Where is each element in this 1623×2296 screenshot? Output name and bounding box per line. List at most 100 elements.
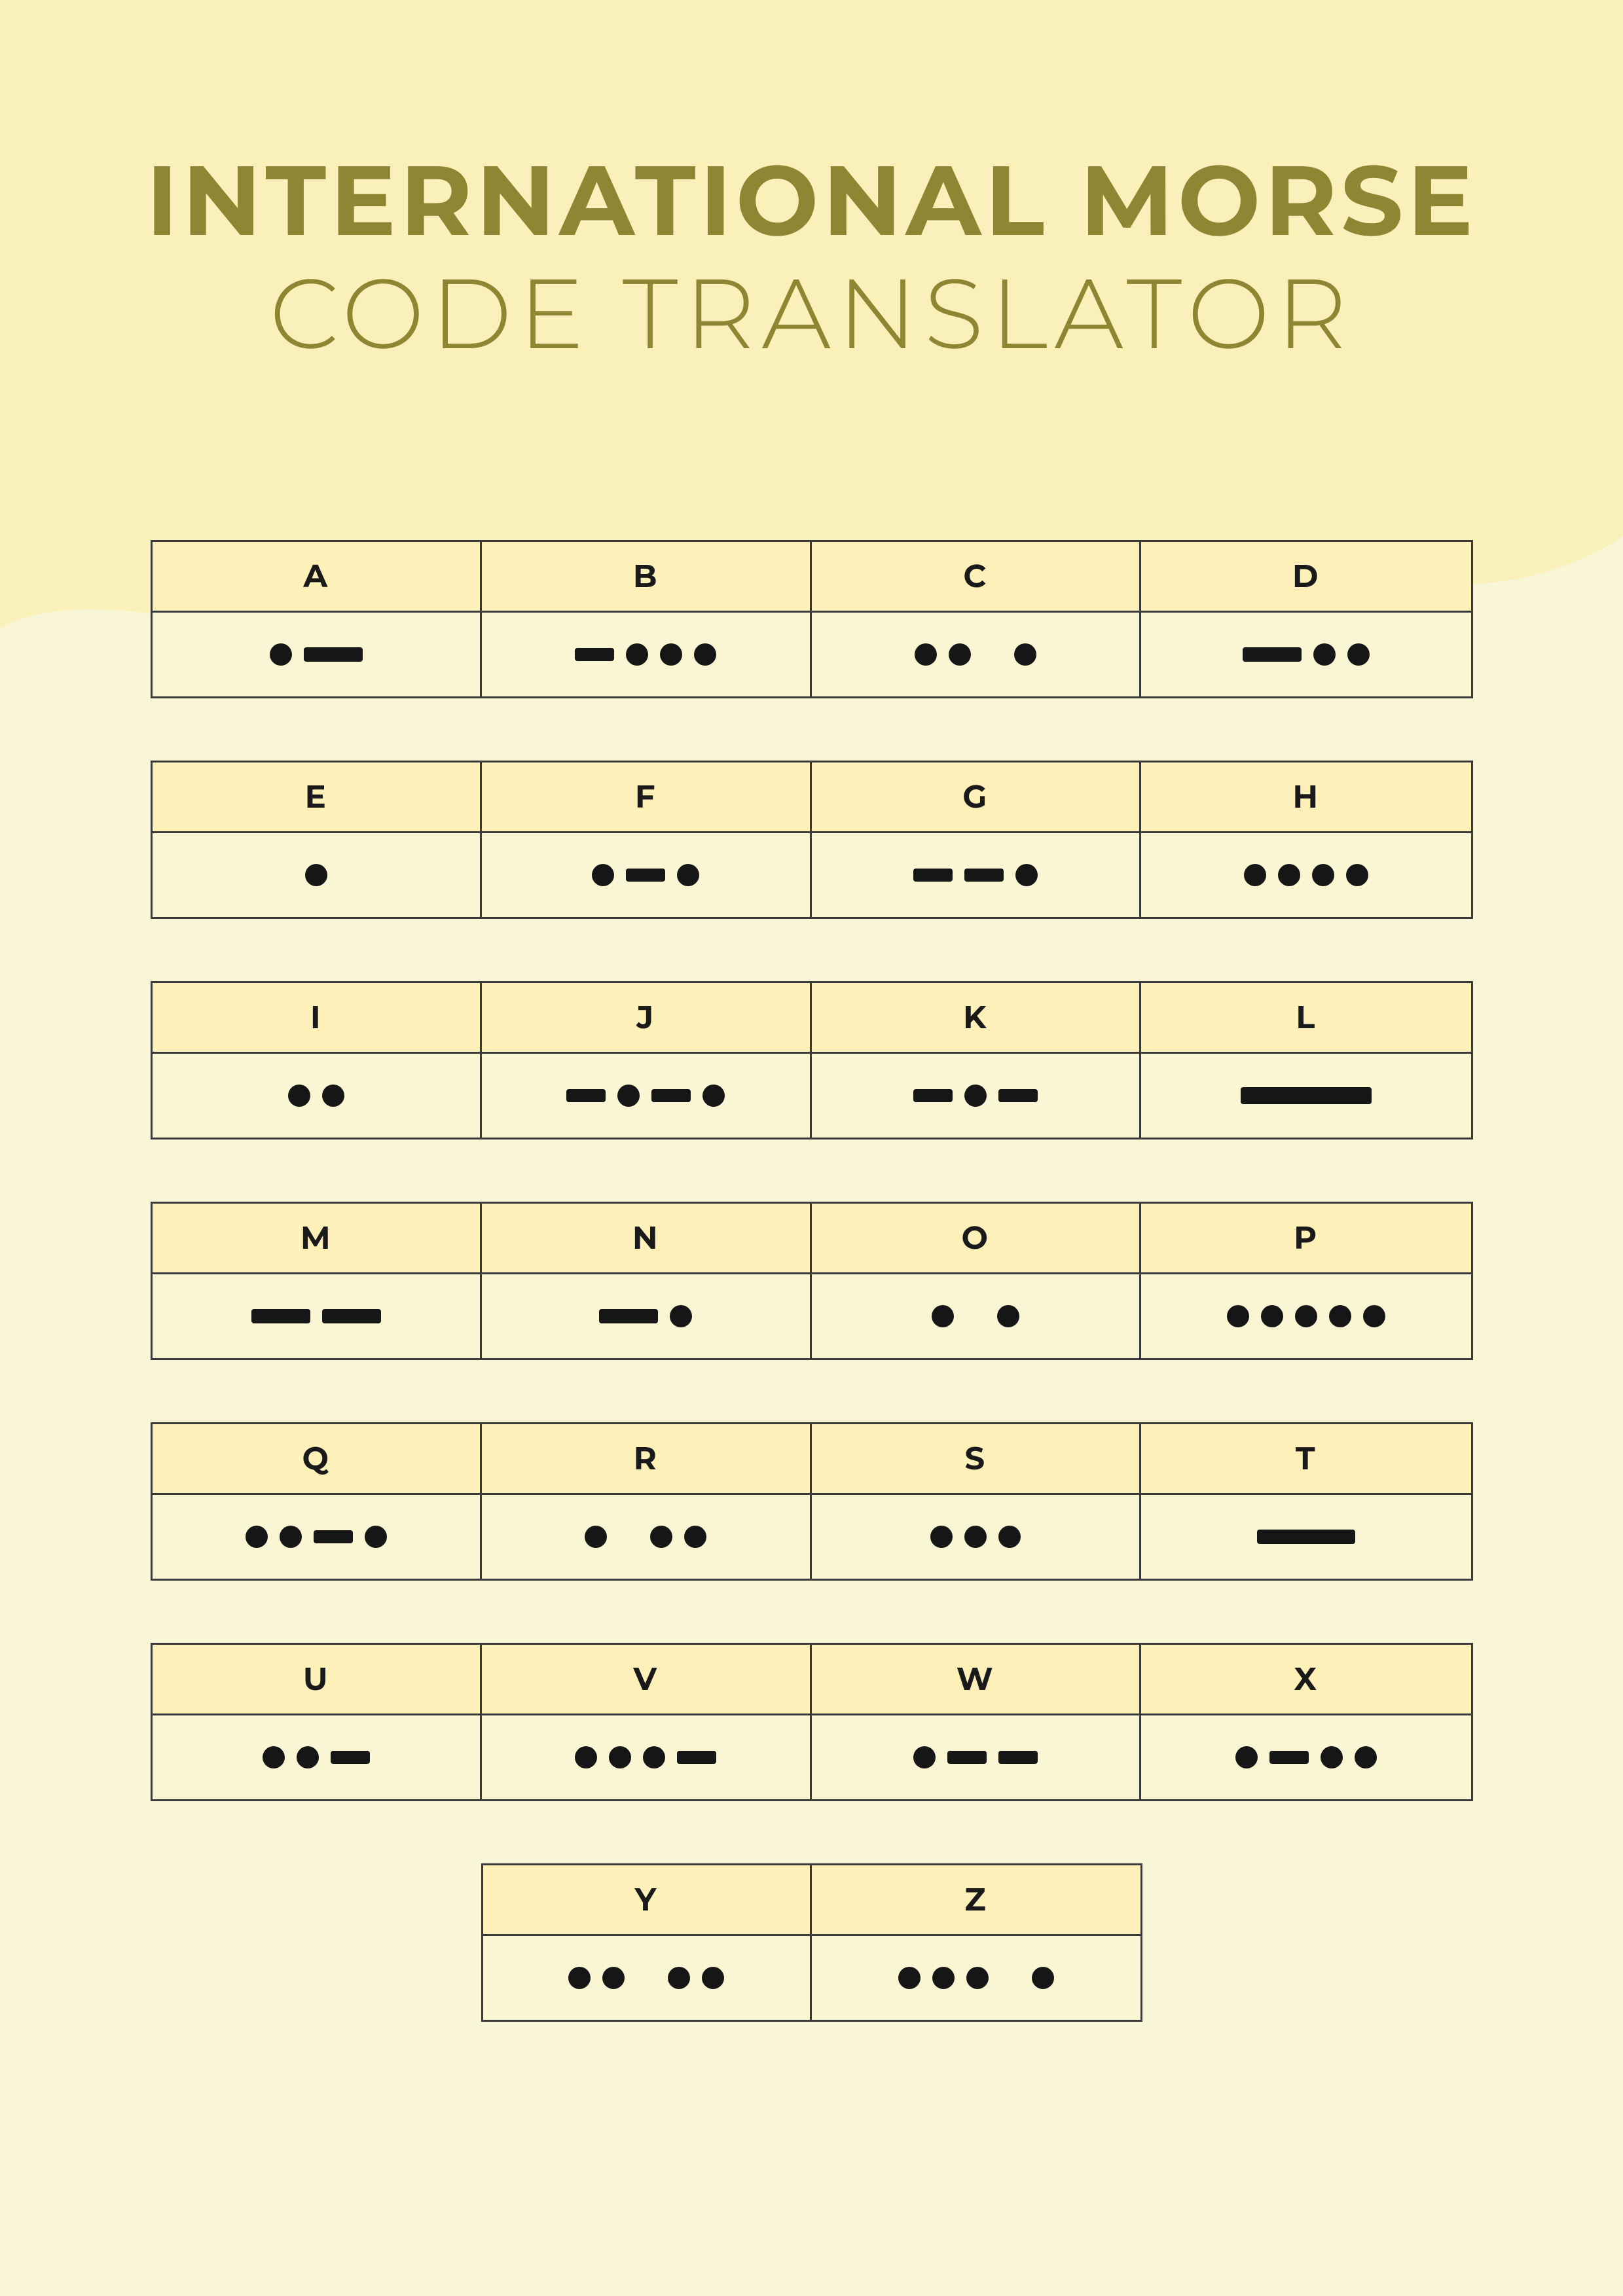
morse-cell: E [153, 762, 483, 917]
morse-cell: O [812, 1204, 1142, 1358]
morse-cell: X [1141, 1645, 1471, 1799]
dash-icon [599, 1309, 658, 1323]
dot-icon [684, 1526, 706, 1548]
morse-symbols [482, 1495, 810, 1579]
dot-icon [575, 1746, 597, 1768]
morse-cell: H [1141, 762, 1471, 917]
letter-label: U [153, 1645, 481, 1715]
morse-symbols [812, 833, 1140, 917]
morse-symbols [153, 613, 481, 696]
morse-cell: T [1141, 1424, 1471, 1579]
dot-icon [280, 1526, 302, 1548]
dot-icon [1278, 864, 1300, 886]
morse-row: ABCD [151, 540, 1473, 698]
dash-icon [947, 1751, 987, 1764]
dot-icon [1313, 643, 1336, 666]
morse-cell: F [482, 762, 812, 917]
dash-icon [322, 1309, 381, 1323]
dot-icon [1261, 1305, 1283, 1327]
dot-icon [932, 1967, 955, 1989]
morse-symbols [482, 1274, 810, 1358]
morse-cell: P [1141, 1204, 1471, 1358]
morse-cell: Q [153, 1424, 483, 1579]
dot-icon [626, 643, 648, 666]
morse-cell: B [482, 542, 812, 696]
morse-symbols [1141, 1715, 1471, 1799]
dash-icon [331, 1751, 370, 1764]
dash-icon [651, 1089, 691, 1102]
morse-symbols [153, 1495, 481, 1579]
dot-icon [322, 1085, 344, 1107]
dot-icon [1227, 1305, 1249, 1327]
morse-cell: D [1141, 542, 1471, 696]
letter-label: O [812, 1204, 1140, 1274]
morse-symbols [812, 1054, 1140, 1138]
morse-cell: A [153, 542, 483, 696]
morse-cell: G [812, 762, 1142, 917]
dash-icon [314, 1530, 353, 1543]
dot-icon [949, 643, 971, 666]
morse-symbols [482, 613, 810, 696]
morse-cell: C [812, 542, 1142, 696]
dash-icon [575, 648, 614, 661]
dot-icon [650, 1526, 672, 1548]
letter-label: H [1141, 762, 1471, 833]
letter-label: D [1141, 542, 1471, 613]
dot-icon [932, 1305, 954, 1327]
letter-label: I [153, 983, 481, 1054]
morse-symbols [1141, 1054, 1471, 1138]
dot-icon [585, 1526, 607, 1548]
morse-cell: R [482, 1424, 812, 1579]
morse-grid: ABCDEFGHIJKLMNOPQRSTUVWXYZ [151, 540, 1473, 2022]
letter-label: J [482, 983, 810, 1054]
morse-cell: J [482, 983, 812, 1138]
dot-icon [915, 643, 937, 666]
dot-icon [617, 1085, 640, 1107]
morse-row: YZ [481, 1863, 1142, 2022]
dot-icon [677, 864, 699, 886]
morse-row: QRST [151, 1422, 1473, 1581]
morse-symbols [153, 833, 481, 917]
morse-symbols [1141, 833, 1471, 917]
dash-icon [1243, 647, 1302, 662]
letter-label: Y [483, 1865, 810, 1936]
dot-icon [1244, 864, 1266, 886]
morse-cell: L [1141, 983, 1471, 1138]
morse-symbols [812, 613, 1140, 696]
dash-icon [1241, 1087, 1372, 1104]
morse-symbols [812, 1936, 1140, 2020]
dash-icon [998, 1751, 1038, 1764]
letter-label: N [482, 1204, 810, 1274]
dot-icon [365, 1526, 387, 1548]
dot-icon [263, 1746, 285, 1768]
morse-cell: W [812, 1645, 1142, 1799]
dot-icon [694, 643, 716, 666]
dot-icon [592, 864, 614, 886]
dot-icon [1015, 864, 1038, 886]
dot-icon [297, 1746, 319, 1768]
morse-symbols [1141, 613, 1471, 696]
letter-label: B [482, 542, 810, 613]
dash-icon [626, 869, 665, 882]
letter-label: E [153, 762, 481, 833]
dot-icon [568, 1967, 591, 1989]
morse-cell: N [482, 1204, 812, 1358]
dot-icon [997, 1305, 1019, 1327]
morse-row: IJKL [151, 981, 1473, 1139]
morse-cell: U [153, 1645, 483, 1799]
morse-row: MNOP [151, 1202, 1473, 1360]
morse-symbols [483, 1936, 810, 2020]
morse-symbols [153, 1054, 481, 1138]
dot-icon [913, 1746, 936, 1768]
letter-label: K [812, 983, 1140, 1054]
dot-icon [1032, 1967, 1054, 1989]
letter-label: A [153, 542, 481, 613]
letter-label: X [1141, 1645, 1471, 1715]
morse-symbols [812, 1715, 1140, 1799]
dot-icon [998, 1526, 1021, 1548]
dash-icon [913, 1089, 953, 1102]
dash-icon [1257, 1530, 1355, 1544]
dash-icon [913, 869, 953, 882]
dot-icon [643, 1746, 665, 1768]
letter-label: P [1141, 1204, 1471, 1274]
